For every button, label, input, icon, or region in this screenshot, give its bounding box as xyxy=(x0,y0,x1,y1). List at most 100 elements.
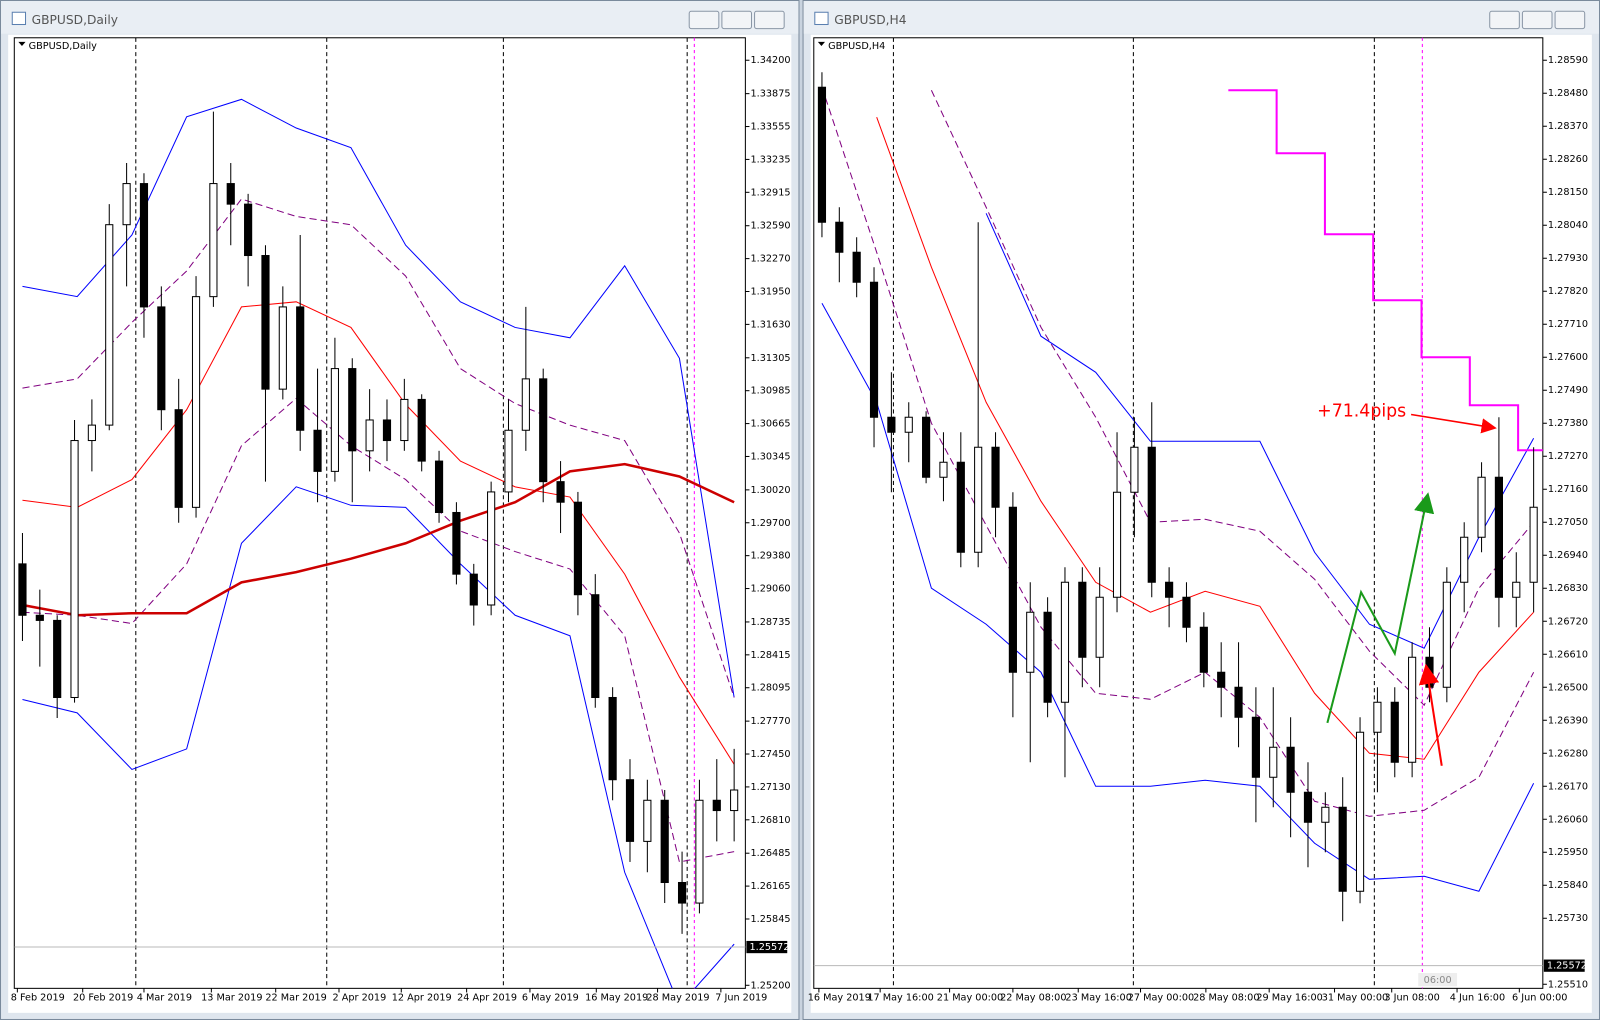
x-tick-label: 6 Jun 00:00 xyxy=(1512,993,1567,1004)
indicator-line xyxy=(22,198,735,698)
candle-body xyxy=(382,419,392,442)
y-tick-label: 1.30345 xyxy=(750,451,790,462)
x-tick-label: 28 May 2019 xyxy=(646,993,709,1004)
indicator-line xyxy=(985,213,1535,649)
candle-body xyxy=(521,378,530,431)
x-tick-label: 28 May 08:00 xyxy=(1193,993,1259,1004)
candle-body xyxy=(887,416,896,433)
y-tick-label: 1.27600 xyxy=(1548,352,1588,363)
close-button[interactable] xyxy=(754,10,785,30)
y-tick-label: 1.33875 xyxy=(750,89,790,100)
candle-body xyxy=(1165,581,1174,598)
y-tick-label: 1.25510 xyxy=(1548,979,1588,990)
indicator-line xyxy=(821,302,1535,892)
candle-body xyxy=(1130,446,1139,493)
chart-area xyxy=(8,34,792,1013)
y-tick-label: 1.26830 xyxy=(1548,583,1588,594)
y-tick-label: 1.26280 xyxy=(1548,748,1588,759)
y-tick-label: 1.26170 xyxy=(1548,781,1588,792)
close-button-face xyxy=(1554,10,1586,30)
x-tick-label: 23 May 16:00 xyxy=(1065,993,1131,1004)
title-bar xyxy=(1,1,799,34)
x-tick-label: 7 Jun 2019 xyxy=(715,993,767,1004)
y-tick-label: 1.27490 xyxy=(1548,385,1588,396)
y-tick-label: 1.25950 xyxy=(1548,847,1588,858)
y-tick-label: 1.28590 xyxy=(1548,55,1588,66)
maximize-button[interactable] xyxy=(1521,10,1553,30)
candle-body xyxy=(1008,506,1017,673)
current-price-label: 1.25572 xyxy=(1547,961,1587,972)
symbol-marker xyxy=(817,41,826,46)
close-button[interactable] xyxy=(1554,10,1586,30)
candle-body xyxy=(904,416,913,433)
candle-body xyxy=(1303,791,1313,823)
candle-body xyxy=(139,183,149,308)
time-marker-box xyxy=(1418,973,1458,987)
candle-body xyxy=(417,398,426,462)
candle-body xyxy=(1355,731,1365,892)
y-tick-label: 1.27710 xyxy=(1548,319,1588,330)
minimize-button-face xyxy=(688,10,720,30)
minimize-button[interactable] xyxy=(1489,10,1520,30)
candle-body xyxy=(1234,686,1243,718)
y-tick-label: 1.28040 xyxy=(1548,220,1588,231)
step-line xyxy=(1228,89,1543,452)
y-tick-label: 1.29380 xyxy=(750,551,790,562)
x-tick-label: 21 May 00:00 xyxy=(937,993,1003,1004)
candle-body xyxy=(869,281,879,418)
maximize-button[interactable] xyxy=(721,10,753,30)
entry-arrow xyxy=(1418,663,1443,766)
candle-body xyxy=(974,446,983,553)
y-tick-label: 1.29700 xyxy=(750,518,790,529)
y-tick-label: 1.34200 xyxy=(750,55,790,66)
time-marker-label: 06:00 xyxy=(1424,975,1452,986)
candle-body xyxy=(1078,581,1087,658)
plot-frame xyxy=(813,37,1544,989)
candle-body xyxy=(400,398,409,442)
y-tick-label: 1.27820 xyxy=(1548,286,1588,297)
candle-body xyxy=(1321,806,1330,823)
window-icon xyxy=(11,11,27,26)
y-tick-label: 1.31950 xyxy=(750,287,790,298)
minimize-button-face xyxy=(1489,10,1520,30)
candle-body xyxy=(296,306,305,431)
green-path-arrow xyxy=(1326,492,1435,724)
y-tick-label: 1.28260 xyxy=(1548,154,1588,165)
x-tick-label: 13 Mar 2019 xyxy=(201,993,262,1004)
candle-body xyxy=(434,460,444,513)
candle-body xyxy=(1182,596,1191,628)
symbol-label: GBPUSD,H4 xyxy=(828,41,885,52)
candle-body xyxy=(1390,701,1399,763)
candle-body xyxy=(1477,476,1486,538)
y-tick-label: 1.32270 xyxy=(750,254,790,265)
indicator-line xyxy=(876,117,1535,760)
y-tick-label: 1.25845 xyxy=(750,914,790,925)
y-tick-label: 1.27450 xyxy=(750,749,790,760)
candle-body xyxy=(1112,491,1122,598)
y-tick-label: 1.31630 xyxy=(750,319,790,330)
candle-body xyxy=(487,491,496,606)
y-tick-label: 1.27380 xyxy=(1548,418,1588,429)
candle-body xyxy=(504,429,513,493)
candle-body xyxy=(365,419,374,452)
y-tick-label: 1.26165 xyxy=(750,881,790,892)
y-tick-label: 1.32915 xyxy=(750,187,790,198)
close-button-face xyxy=(754,10,785,30)
maximize-button-face xyxy=(1521,10,1553,30)
candle-body xyxy=(835,221,844,253)
y-tick-label: 1.33235 xyxy=(750,154,790,165)
candle-body xyxy=(991,446,1000,508)
candle-body xyxy=(452,511,461,575)
plot xyxy=(813,72,1543,967)
candle-body xyxy=(712,799,721,812)
y-tick-label: 1.28370 xyxy=(1548,121,1588,132)
minimize-button[interactable] xyxy=(688,10,720,30)
candle-body xyxy=(730,789,739,812)
candle-body xyxy=(1338,806,1347,892)
y-tick-label: 1.27930 xyxy=(1548,253,1588,264)
candle-body xyxy=(1026,611,1035,673)
symbol-label: GBPUSD,Daily xyxy=(29,41,98,52)
annotation-text: +71.4pips xyxy=(1317,401,1406,421)
y-tick-label: 1.28735 xyxy=(750,617,790,628)
candle-body xyxy=(1494,476,1503,598)
